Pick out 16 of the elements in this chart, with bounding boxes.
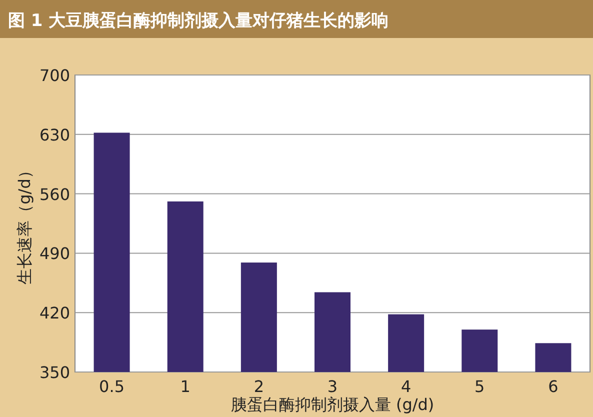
x-tick-label: 1 <box>180 377 190 396</box>
x-tick-label: 2 <box>254 377 264 396</box>
y-tick-label: 420 <box>39 304 70 323</box>
y-axis-title: 生长速率（g/d） <box>15 162 34 284</box>
y-tick-label: 350 <box>39 363 70 382</box>
x-tick-label: 5 <box>474 377 485 396</box>
x-tick-label: 0.5 <box>99 377 125 396</box>
y-tick-label: 700 <box>39 66 70 85</box>
y-tick-label: 560 <box>39 184 70 204</box>
x-tick-label: 6 <box>548 377 558 396</box>
y-tick-label: 490 <box>39 244 70 264</box>
x-tick-label: 4 <box>400 377 412 396</box>
x-tick-label: 3 <box>327 377 338 396</box>
x-axis-title: 胰蛋白酶抑制剂摄入量 (g/d) <box>230 395 434 414</box>
chart-title: 图 1 大豆胰蛋白酶抑制剂摄入量对仔猪生长的影响 <box>8 11 389 31</box>
y-tick-label: 630 <box>39 125 70 144</box>
